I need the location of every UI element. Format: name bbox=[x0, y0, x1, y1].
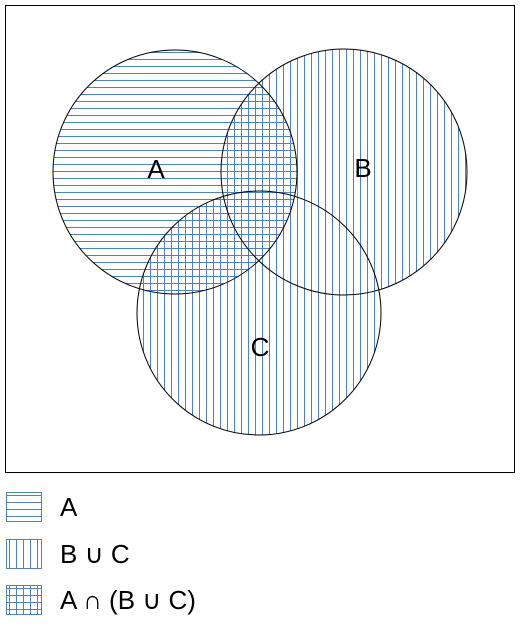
set-c-label: C bbox=[251, 332, 270, 362]
vertical-hatch-swatch bbox=[6, 539, 42, 569]
horizontal-hatch-swatch bbox=[6, 492, 42, 522]
set-c-circle bbox=[136, 190, 382, 436]
legend-item-a-intersect-b-union-c: A ∩ (B ∪ C) bbox=[6, 585, 196, 615]
legend-item-a: A bbox=[6, 492, 77, 522]
legend-label-a: A bbox=[60, 491, 78, 522]
set-b-label: B bbox=[354, 153, 371, 183]
set-b-circle bbox=[220, 48, 468, 296]
grid-hatch-swatch bbox=[6, 585, 42, 615]
set-a-label: A bbox=[147, 154, 165, 184]
legend-label-intersection: A ∩ (B ∪ C) bbox=[60, 584, 196, 615]
legend-label-b-union-c: B ∪ C bbox=[60, 538, 130, 569]
set-c-fill bbox=[137, 191, 381, 435]
set-a-circle bbox=[52, 49, 298, 295]
legend-item-b-union-c: B ∪ C bbox=[6, 539, 130, 569]
